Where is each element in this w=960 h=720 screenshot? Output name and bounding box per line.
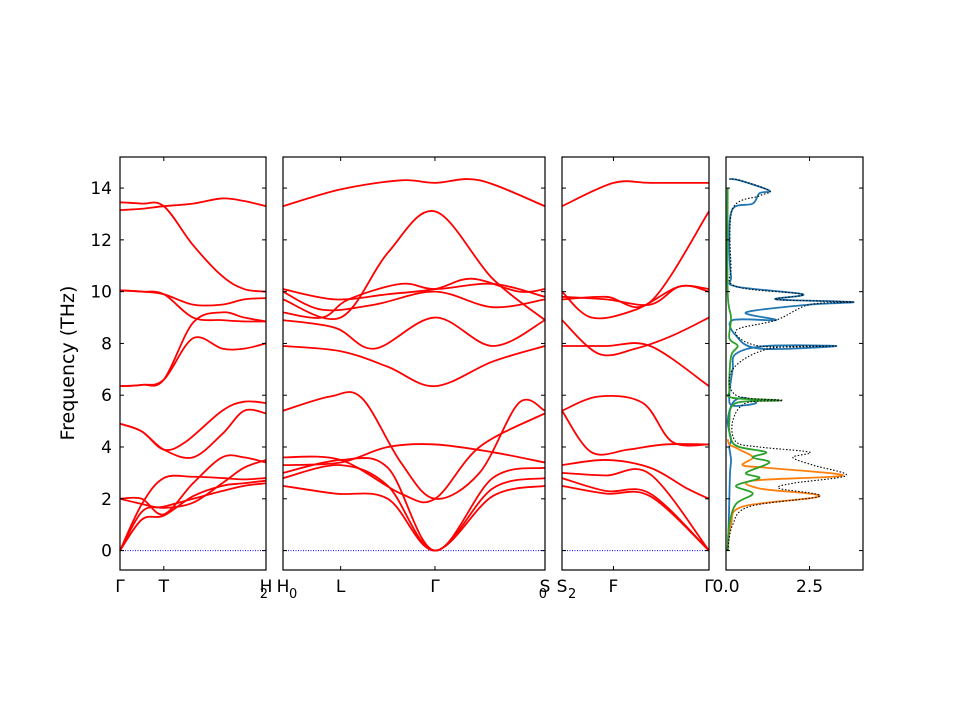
band-line — [282, 443, 546, 467]
band-line — [119, 474, 267, 551]
band-line — [119, 336, 267, 388]
y-tick-label: 12 — [90, 231, 112, 251]
y-tick-label: 6 — [101, 386, 112, 406]
x-tick-label: H — [277, 577, 290, 597]
band-line — [282, 484, 546, 552]
x-tick-label: F — [609, 577, 619, 597]
panel-frame — [119, 156, 267, 571]
band-line — [561, 468, 710, 552]
band-line — [561, 477, 710, 552]
x-tick-label: S — [540, 577, 551, 597]
panel-frame — [561, 156, 710, 571]
band-line — [119, 459, 267, 509]
band-line — [282, 290, 546, 312]
band-line — [561, 210, 710, 309]
x-tick-label: H — [260, 577, 273, 597]
y-tick-label: 10 — [90, 283, 112, 303]
dos-partial-line — [726, 178, 855, 551]
x-tick-label: L — [336, 577, 346, 597]
y-tick-label: 0 — [101, 542, 112, 562]
band-line — [282, 178, 546, 208]
y-tick-label: 4 — [101, 438, 112, 458]
band-panel-2: H L Γ S0 0 — [277, 156, 551, 602]
y-tick-label: 2 — [101, 490, 112, 510]
band-panel-3: S F Γ 2 — [557, 156, 714, 602]
x-tick-label: S — [557, 577, 568, 597]
panel-frame — [282, 156, 546, 571]
x-tick-label: 2.5 — [796, 577, 823, 597]
x-tick-label: T — [158, 577, 170, 597]
band-line — [282, 464, 546, 552]
x-tick-label: Γ — [115, 577, 125, 597]
subscript-label: 2 — [568, 587, 576, 602]
band-line — [119, 197, 267, 211]
band-line — [282, 316, 546, 350]
band-line — [282, 345, 546, 388]
band-line — [561, 342, 710, 387]
band-line — [119, 479, 267, 552]
band-line — [561, 284, 710, 320]
band-line — [119, 400, 267, 451]
band-line — [561, 410, 710, 456]
band-line — [282, 277, 546, 301]
band-line — [561, 284, 710, 306]
band-line — [282, 412, 546, 504]
subscript-label: 0 — [539, 587, 547, 602]
band-line — [119, 289, 267, 307]
band-line — [282, 456, 546, 552]
band-line — [119, 454, 267, 516]
subscript-label: 0 — [289, 587, 297, 602]
band-line — [561, 459, 710, 500]
band-line — [119, 201, 267, 293]
y-axis-label: Frequency (THz) — [57, 286, 79, 441]
band-line — [561, 395, 710, 447]
x-tick-label: Γ — [704, 577, 714, 597]
dos-partial-line — [726, 188, 781, 551]
dos-total-line — [727, 178, 854, 551]
x-tick-label: Γ — [430, 577, 440, 597]
band-line — [119, 482, 267, 552]
band-line — [561, 180, 709, 208]
y-tick-label: 8 — [101, 334, 112, 354]
dos-panel: 0.0 2.5 — [712, 156, 864, 597]
x-tick-label: 0.0 — [712, 577, 739, 597]
panel-frame — [725, 156, 864, 571]
subscript-label: 2 — [260, 587, 268, 602]
band-line — [561, 316, 710, 357]
band-line — [119, 408, 267, 459]
dos-partial-line — [726, 438, 844, 551]
y-tick-label: 14 — [90, 179, 112, 199]
band-line — [282, 391, 546, 500]
band-line — [282, 210, 546, 321]
